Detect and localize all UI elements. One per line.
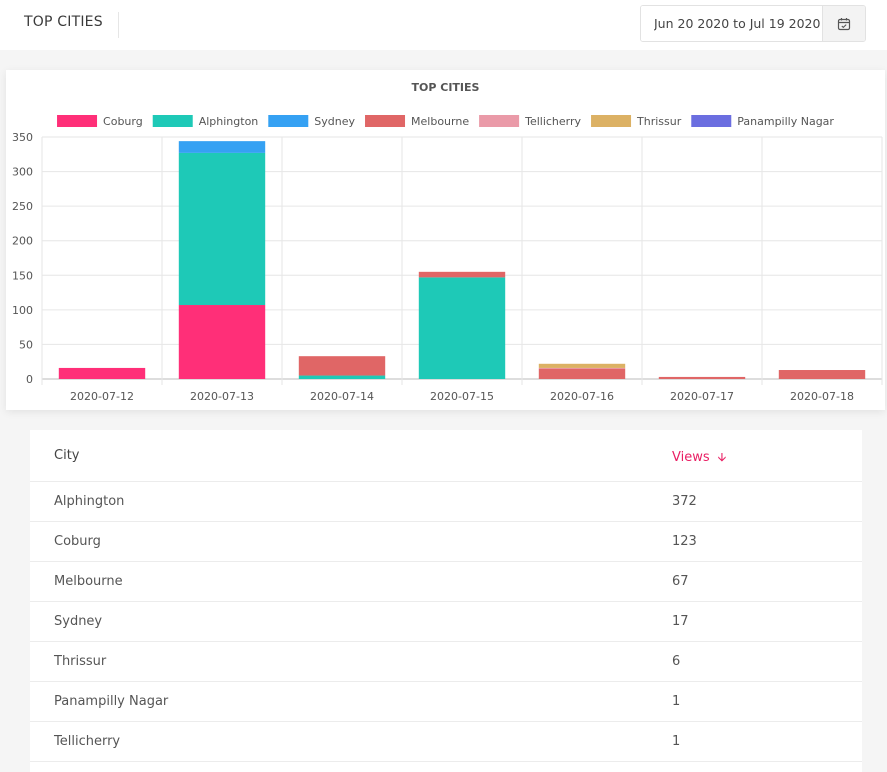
y-tick-label: 350 xyxy=(12,131,33,144)
y-tick-label: 250 xyxy=(12,200,33,213)
bar-segment xyxy=(58,367,146,379)
legend-label: Sydney xyxy=(314,115,355,128)
x-tick-label: 2020-07-15 xyxy=(430,390,494,403)
row-views: 17 xyxy=(672,614,689,629)
y-tick-label: 200 xyxy=(12,235,33,248)
column-header-views[interactable]: Views 🡫 xyxy=(672,448,726,469)
bar-segment xyxy=(298,375,386,379)
row-city: Panampilly Nagar xyxy=(54,694,169,709)
y-tick-label: 0 xyxy=(26,373,33,386)
table-row: Panampilly Nagar 1 xyxy=(30,682,862,722)
column-header-views-label: Views xyxy=(672,450,710,465)
x-tick-label: 2020-07-14 xyxy=(310,390,374,403)
legend-label: Tellicherry xyxy=(524,115,581,128)
legend-swatch xyxy=(479,115,520,127)
bar-segment xyxy=(298,356,386,376)
legend-label: Panampilly Nagar xyxy=(737,115,834,128)
bar-segment xyxy=(538,367,626,369)
table-row: Tellicherry 1 xyxy=(30,722,862,762)
table-row: Sydney 17 xyxy=(30,602,862,642)
legend-label: Alphington xyxy=(199,115,259,128)
date-range-input[interactable] xyxy=(641,6,823,41)
calendar-icon xyxy=(837,17,851,30)
legend-swatch xyxy=(57,115,98,127)
bar-segment xyxy=(418,271,506,278)
page-header: TOP CITIES xyxy=(0,0,887,50)
table-row: Melbourne 67 xyxy=(30,562,862,602)
x-tick-label: 2020-07-16 xyxy=(550,390,614,403)
bar-segment xyxy=(538,363,626,368)
column-header-city[interactable]: City xyxy=(54,448,80,463)
cities-table: City Views 🡫 Alphington 372 Coburg 123 Me… xyxy=(30,430,862,772)
x-tick-label: 2020-07-12 xyxy=(70,390,134,403)
table-row: Alphington 372 xyxy=(30,482,862,522)
row-city: Coburg xyxy=(54,534,101,549)
legend-swatch xyxy=(268,115,309,127)
bar-segment xyxy=(178,141,266,153)
legend-label: Melbourne xyxy=(411,115,469,128)
row-city: Sydney xyxy=(54,614,103,629)
bar-segment xyxy=(538,368,626,379)
row-views: 123 xyxy=(672,534,697,549)
legend-swatch xyxy=(591,115,632,127)
legend-label: Coburg xyxy=(103,115,143,128)
row-views: 1 xyxy=(672,734,681,749)
row-views: 1 xyxy=(672,694,681,709)
row-city: Alphington xyxy=(54,494,125,509)
legend-label: Thrissur xyxy=(636,115,682,128)
table-row: Coburg 123 xyxy=(30,522,862,562)
row-city: Thrissur xyxy=(54,654,107,669)
table-header-row: City Views 🡫 xyxy=(30,430,862,482)
x-tick-label: 2020-07-13 xyxy=(190,390,254,403)
y-tick-label: 100 xyxy=(12,304,33,317)
title-divider xyxy=(118,12,119,38)
row-city: Tellicherry xyxy=(54,734,121,749)
chart-title: TOP CITIES xyxy=(411,81,480,94)
row-views: 6 xyxy=(672,654,681,669)
page-title: TOP CITIES xyxy=(24,14,103,30)
x-tick-label: 2020-07-18 xyxy=(790,390,854,403)
row-city: Melbourne xyxy=(54,574,123,589)
chart-card: TOP CITIES 0 50 100 150 200 250 300 350 2020-07-… xyxy=(6,70,885,410)
x-tick-label: 2020-07-17 xyxy=(670,390,734,403)
bar-segment xyxy=(178,152,266,306)
y-tick-label: 300 xyxy=(12,166,33,179)
bar-segment xyxy=(778,370,866,379)
bar-segment xyxy=(178,305,266,379)
stacked-bar-chart: 0 50 100 150 200 250 300 350 2020-07-12 2020-07-1… xyxy=(12,115,883,403)
bar-segment xyxy=(658,376,746,379)
calendar-button[interactable] xyxy=(822,6,865,41)
sort-desc-icon: 🡫 xyxy=(717,450,727,464)
row-views: 372 xyxy=(672,494,697,509)
y-tick-label: 150 xyxy=(12,269,33,282)
table-row: Thrissur 6 xyxy=(30,642,862,682)
bar-segment xyxy=(418,277,506,379)
legend-swatch xyxy=(152,115,193,127)
legend-swatch xyxy=(365,115,406,127)
legend-swatch xyxy=(691,115,732,127)
row-views: 67 xyxy=(672,574,689,589)
y-tick-label: 50 xyxy=(19,338,33,351)
date-range-picker[interactable] xyxy=(640,5,866,42)
